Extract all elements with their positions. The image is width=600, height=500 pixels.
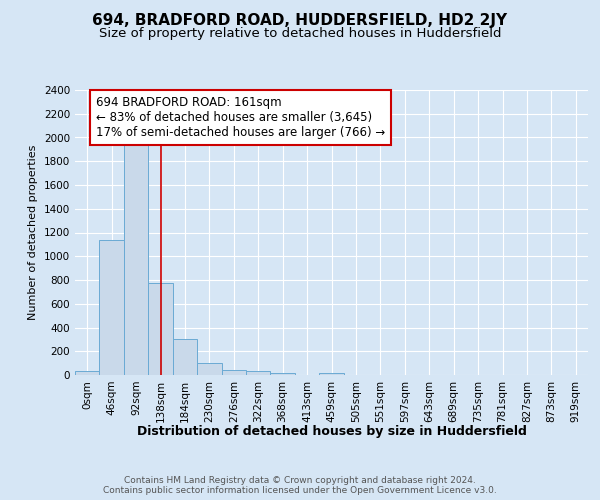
Bar [271,372,295,375]
X-axis label: Distribution of detached houses by size in Huddersfield: Distribution of detached houses by size … [137,425,526,438]
Bar [100,240,124,375]
Bar [148,283,173,375]
Bar [197,362,221,375]
Bar [319,372,344,375]
Text: 694, BRADFORD ROAD, HUDDERSFIELD, HD2 2JY: 694, BRADFORD ROAD, HUDDERSFIELD, HD2 2J… [92,12,508,28]
Text: 694 BRADFORD ROAD: 161sqm
← 83% of detached houses are smaller (3,645)
17% of se: 694 BRADFORD ROAD: 161sqm ← 83% of detac… [96,96,385,139]
Bar [246,372,271,375]
Y-axis label: Number of detached properties: Number of detached properties [28,145,38,320]
Text: Contains HM Land Registry data © Crown copyright and database right 2024.
Contai: Contains HM Land Registry data © Crown c… [103,476,497,495]
Bar [75,371,100,375]
Bar [173,340,197,375]
Bar [124,140,148,375]
Bar [221,370,246,375]
Text: Size of property relative to detached houses in Huddersfield: Size of property relative to detached ho… [99,28,501,40]
